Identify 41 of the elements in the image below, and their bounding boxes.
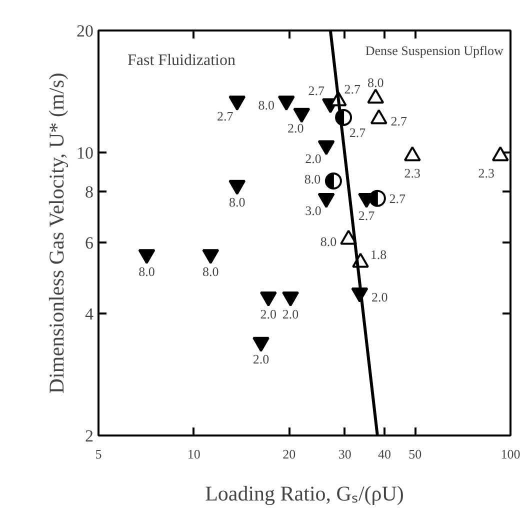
annotation: 2.7	[390, 113, 408, 128]
y-tick-label: 20	[76, 22, 94, 40]
annotation: 2.0	[305, 151, 322, 166]
annotation: 2.3	[478, 165, 494, 180]
y-tick-label: 2	[85, 426, 94, 446]
annotation: 8.0	[258, 97, 274, 112]
annotation: 2.7	[308, 83, 326, 98]
annotation: 2.7	[358, 208, 376, 223]
y-tick-label: 6	[85, 233, 94, 252]
annotation: 1.8	[370, 246, 387, 262]
x-tick-label: 50	[408, 446, 422, 462]
annotation: 2.7	[344, 81, 361, 96]
annotation: 2.0	[282, 306, 299, 322]
annotation: 2.3	[404, 165, 421, 180]
annotation: Fast Fluidization	[128, 52, 236, 69]
y-tick-label: 10	[76, 143, 94, 162]
annotation: 2.7	[389, 190, 406, 206]
annotation: 2.7	[349, 124, 366, 140]
x-tick-label: 20	[282, 446, 296, 462]
annotation: 8.0	[320, 234, 337, 249]
x-tick-label: 40	[378, 446, 391, 462]
annotation: 2.7	[217, 108, 234, 124]
annotation: 8.0	[304, 172, 321, 186]
annotation: 2.0	[372, 289, 388, 304]
x-axis-title: Loading Ratio, Gₛ/(ρU)	[205, 482, 404, 506]
x-tick-label: 10	[187, 446, 200, 462]
annotation: 8.0	[202, 264, 219, 279]
annotation: 3.0	[305, 202, 322, 218]
annotation: 2.0	[288, 120, 304, 136]
x-tick-label: 100	[500, 446, 520, 462]
x-tick-label: 30	[338, 446, 352, 462]
annotation: 2.0	[260, 306, 277, 322]
annotation: 2.0	[252, 352, 270, 367]
annotation: Dense Suspension Upflow	[365, 43, 504, 58]
annotation: 8.0	[367, 74, 384, 90]
annotation: 8.0	[229, 194, 246, 210]
y-axis-title: Dimensionless Gas Velocity, U* (m/s)	[44, 72, 68, 394]
y-tick-label: 8	[85, 182, 94, 202]
annotation: 8.0	[138, 264, 155, 279]
y-tick-label: 4	[85, 304, 94, 324]
x-tick-label: 5	[95, 446, 102, 462]
